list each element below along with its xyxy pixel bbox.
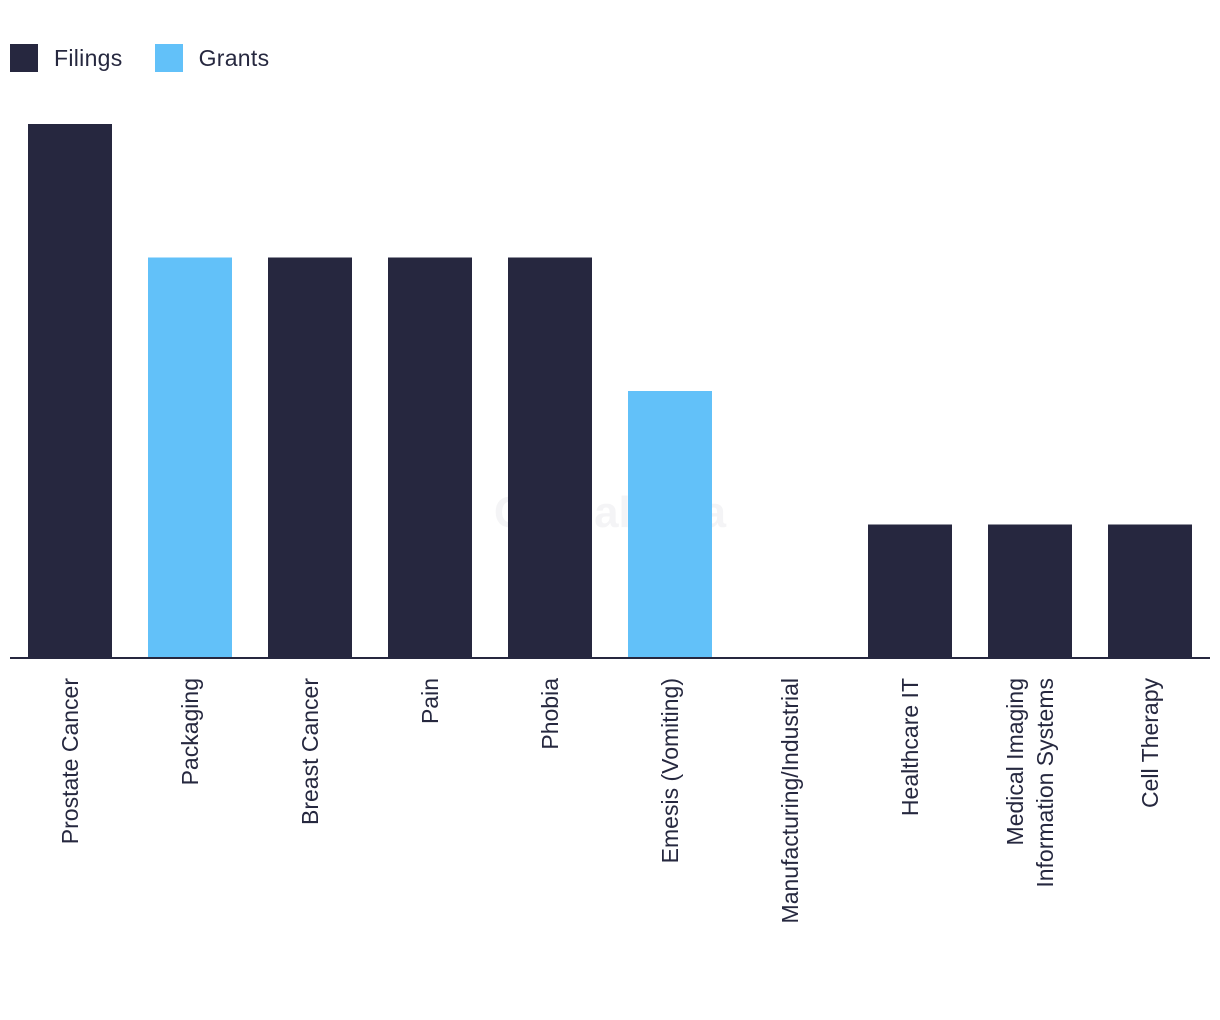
bar-cell-therapy	[1108, 524, 1192, 658]
legend-item-grants: Grants	[154, 44, 270, 72]
x-tick-labels: Prostate Cancer Packaging Breast Cancer Pai…	[57, 678, 1163, 924]
bar-healthcare-it	[868, 524, 952, 658]
x-tick-label-manufacturing-industrial: Manufacturing/Industrial	[777, 678, 803, 923]
legend: Filings Grants	[10, 42, 301, 74]
x-tick-label-prostate-cancer: Prostate Cancer	[57, 678, 83, 845]
x-tick-label-medical-imaging-information-systems: Medical Imaging Information Systems	[1002, 678, 1058, 888]
x-tick-label-emesis-vomiting: Emesis (Vomiting)	[657, 678, 683, 863]
legend-label-grants: Grants	[198, 44, 270, 71]
bar-prostate-cancer	[28, 124, 112, 658]
bars-group	[28, 124, 1192, 658]
bar-medical-imaging-information-systems	[988, 524, 1072, 658]
bar-pain	[388, 257, 472, 658]
bar-packaging	[148, 257, 232, 658]
x-tick-label-cell-therapy: Cell Therapy	[1137, 678, 1163, 808]
x-tick-label-phobia: Phobia	[537, 678, 563, 750]
legend-swatch-filings	[10, 44, 38, 72]
legend-label-filings: Filings	[54, 44, 123, 71]
bar-breast-cancer	[268, 257, 352, 658]
x-tick-label-healthcare-it: Healthcare IT	[897, 678, 923, 816]
bar-phobia	[508, 257, 592, 658]
legend-item-filings: Filings	[10, 44, 123, 72]
x-tick-label-breast-cancer: Breast Cancer	[297, 678, 323, 825]
x-tick-label-pain: Pain	[417, 678, 443, 724]
x-tick-label-packaging: Packaging	[177, 678, 203, 785]
bar-emesis-vomiting	[628, 391, 712, 658]
legend-swatch-grants	[154, 44, 183, 72]
